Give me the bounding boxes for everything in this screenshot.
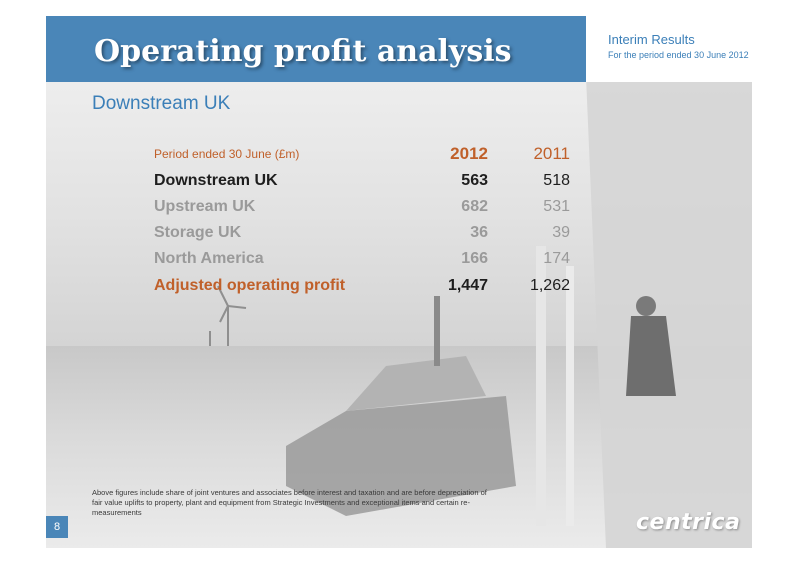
- worker-head: [636, 296, 656, 316]
- background-illustration: [209, 76, 752, 548]
- section-subtitle: Downstream UK: [92, 93, 231, 114]
- value-2012: 563: [461, 172, 488, 189]
- centrica-logo: centrica: [636, 510, 741, 535]
- value-2012: 166: [461, 250, 488, 267]
- value-2012: 1,447: [447, 277, 488, 294]
- value-2011: 174: [543, 250, 570, 267]
- interim-results-label: Interim Results: [608, 32, 695, 47]
- boat-mast: [434, 296, 440, 366]
- slide: Operating profit analysis Interim Result…: [46, 16, 752, 548]
- table-row: Storage UK 36 39: [154, 224, 574, 250]
- boat-cabin: [346, 356, 486, 411]
- header-info-panel: [586, 16, 752, 82]
- header-bar: [46, 16, 586, 82]
- table-row-total: Adjusted operating profit 1,447 1,262: [154, 277, 574, 303]
- value-2012: 36: [470, 224, 488, 241]
- period-label: For the period ended 30 June 2012: [608, 50, 749, 60]
- boat-hull: [286, 396, 516, 516]
- row-label: Upstream UK: [154, 198, 256, 215]
- row-label: Adjusted operating profit: [154, 277, 346, 294]
- table-row: North America 166 174: [154, 250, 574, 276]
- column-header-2011: 2011: [533, 144, 570, 163]
- turbine-blade: [227, 305, 247, 309]
- value-2011: 39: [552, 224, 570, 241]
- slide-title: Operating profit analysis: [94, 34, 512, 69]
- value-2011: 1,262: [529, 277, 570, 294]
- turbine-blade: [219, 305, 229, 323]
- value-2011: 531: [543, 198, 570, 215]
- row-label: Storage UK: [154, 224, 242, 241]
- value-2011: 518: [543, 172, 570, 189]
- table-period-label: Period ended 30 June (£m): [154, 147, 300, 161]
- page-number: 8: [46, 516, 68, 538]
- footnote: Above figures include share of joint ven…: [92, 488, 487, 517]
- turbine-blade: [217, 285, 229, 307]
- structure-pole: [566, 266, 574, 526]
- platform-structure: [586, 76, 752, 548]
- table-row: Upstream UK 682 531: [154, 198, 574, 224]
- column-header-2012: 2012: [450, 144, 488, 163]
- row-label: Downstream UK: [154, 172, 278, 189]
- row-label: North America: [154, 250, 264, 267]
- table-row: Downstream UK 563 518: [154, 172, 574, 198]
- structure-pole: [536, 246, 546, 526]
- value-2012: 682: [461, 198, 488, 215]
- worker-body: [626, 316, 676, 396]
